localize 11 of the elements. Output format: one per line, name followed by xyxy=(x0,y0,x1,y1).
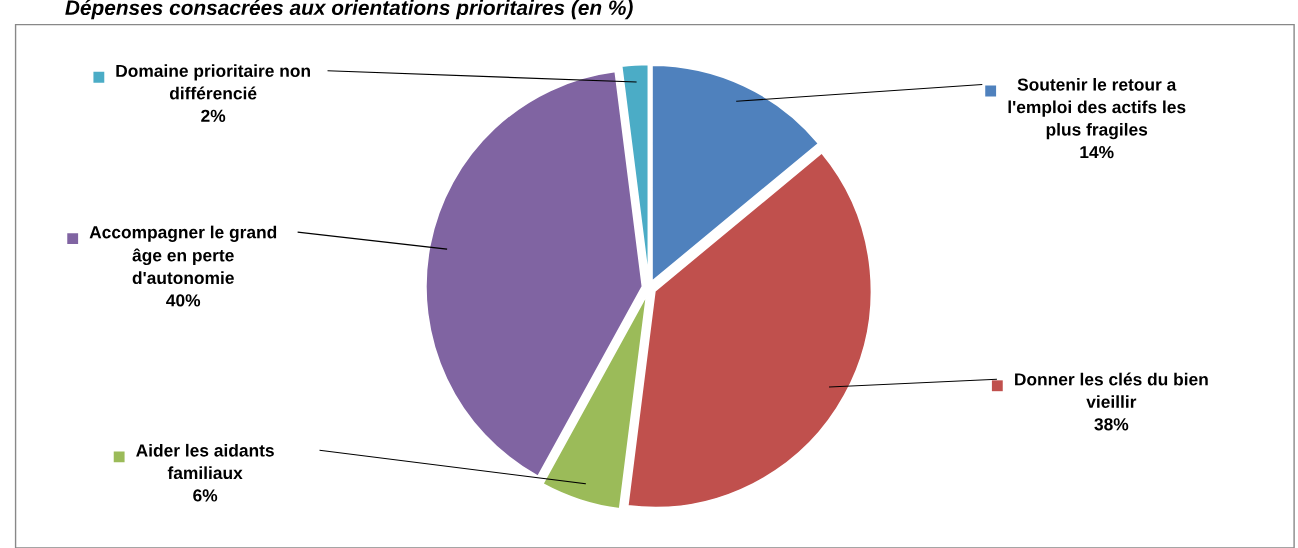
legend-label: Aider les aidants familiaux xyxy=(136,443,274,480)
legend-label: Donner les clés du bien vieillir xyxy=(1015,372,1208,408)
data-label: 6% xyxy=(193,489,218,502)
legend-label: Domaine prioritaire non différencié xyxy=(116,64,310,100)
legend-label: Soutenir le retour a l'emploi des actifs les plus fragiles xyxy=(1008,78,1186,140)
data-label: 2% xyxy=(201,109,226,122)
data-label: 14% xyxy=(1080,146,1114,159)
legend-label: Accompagner le grand âge en perte d'autonomie xyxy=(89,225,277,285)
data-label: 38% xyxy=(1094,418,1129,431)
chart-title: Dépenses consacrées aux orientations prioritaires (en %) xyxy=(65,0,633,20)
data-label: 40% xyxy=(166,294,201,307)
